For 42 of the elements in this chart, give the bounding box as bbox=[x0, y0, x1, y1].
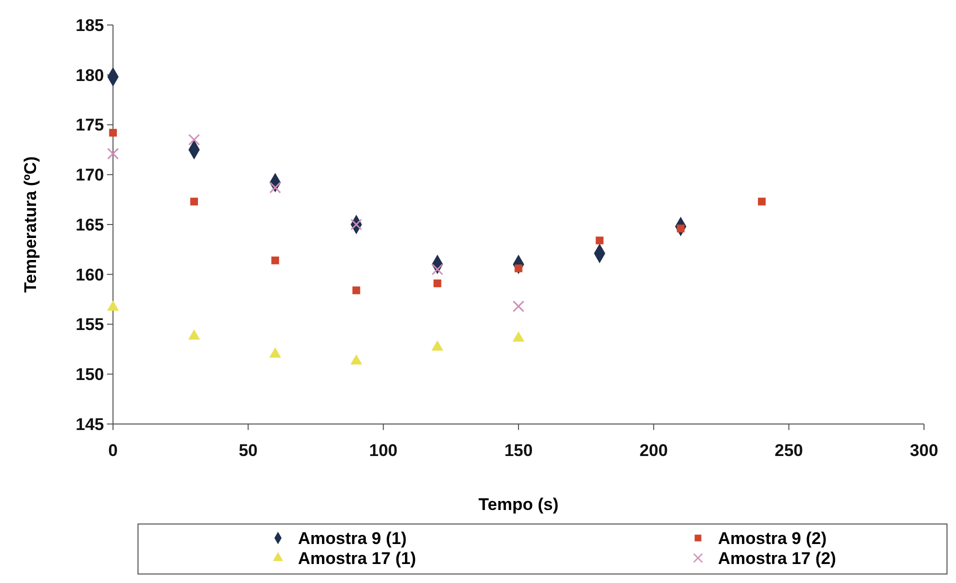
y-axis-title: Temperatura (ºC) bbox=[21, 156, 40, 293]
x-tick-label: 200 bbox=[639, 441, 668, 460]
y-tick-label: 155 bbox=[76, 315, 104, 334]
legend-label: Amostra 9 (1) bbox=[298, 528, 407, 548]
legend-label: Amostra 9 (2) bbox=[718, 528, 827, 548]
point bbox=[350, 218, 362, 230]
x-tick-label: 0 bbox=[108, 441, 118, 460]
point bbox=[514, 264, 522, 272]
point bbox=[350, 354, 362, 365]
point bbox=[512, 331, 524, 342]
point bbox=[434, 279, 442, 288]
legend-label: Amostra 17 (2) bbox=[718, 548, 836, 568]
point bbox=[107, 148, 119, 160]
point bbox=[758, 198, 766, 206]
point bbox=[271, 256, 280, 264]
x-tick-label: 50 bbox=[238, 441, 258, 460]
point bbox=[269, 347, 282, 358]
x-axis-title: Tempo (s) bbox=[478, 495, 558, 514]
legend-label: Amostra 17 (1) bbox=[298, 548, 416, 568]
x-tick-label: 300 bbox=[910, 441, 938, 460]
point bbox=[109, 128, 117, 137]
y-tick-label: 165 bbox=[76, 215, 104, 234]
point bbox=[596, 236, 604, 244]
point bbox=[188, 134, 200, 146]
point bbox=[269, 182, 282, 194]
y-tick-label: 160 bbox=[76, 265, 104, 284]
y-tick-label: 150 bbox=[76, 365, 104, 384]
point bbox=[107, 300, 119, 311]
point bbox=[190, 198, 198, 206]
point bbox=[512, 300, 524, 312]
x-tick-label: 150 bbox=[504, 441, 533, 460]
x-tick-label: 100 bbox=[369, 441, 398, 460]
y-tick-label: 170 bbox=[76, 166, 104, 185]
y-tick-label: 185 bbox=[76, 16, 104, 35]
point bbox=[188, 329, 200, 340]
y-tick-label: 180 bbox=[76, 66, 104, 85]
point bbox=[432, 340, 444, 351]
y-tick-label: 175 bbox=[76, 116, 104, 135]
point bbox=[352, 286, 360, 294]
y-tick-label: 145 bbox=[76, 414, 104, 434]
x-tick-label: 250 bbox=[774, 441, 804, 460]
point bbox=[432, 264, 444, 276]
